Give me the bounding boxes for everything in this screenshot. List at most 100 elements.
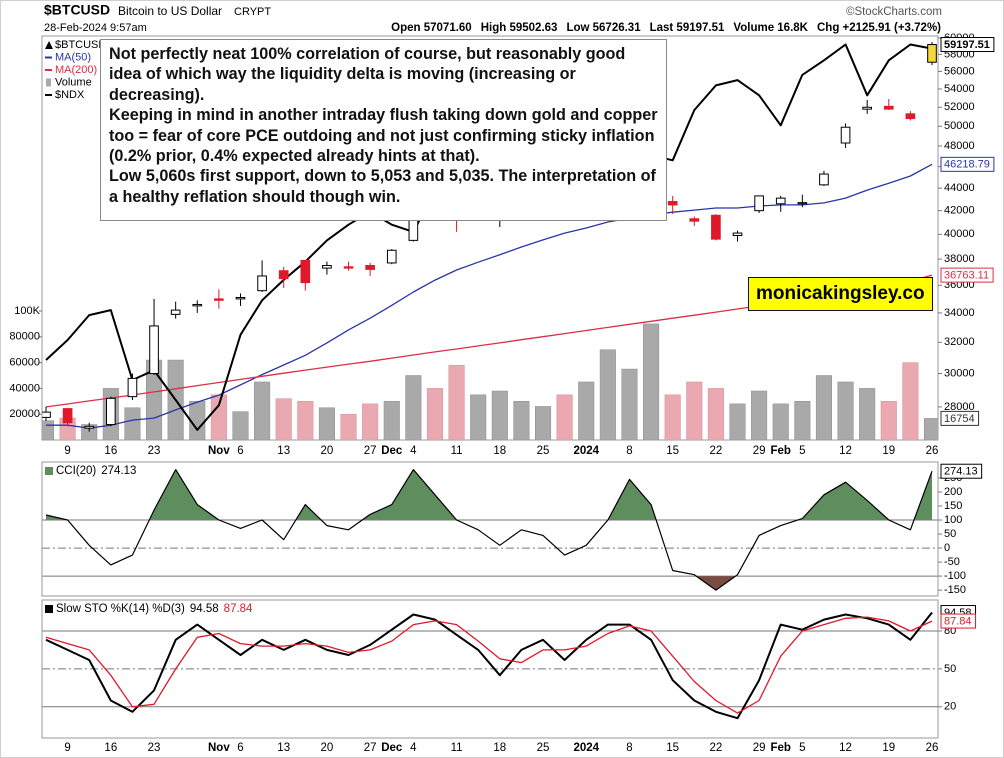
candle-body bbox=[754, 195, 764, 212]
volume-bar bbox=[210, 394, 227, 440]
volume-bar bbox=[794, 401, 811, 440]
candle-body bbox=[106, 397, 116, 426]
volume-bar bbox=[405, 375, 422, 440]
quote-stat: Open 57071.60 bbox=[391, 22, 472, 34]
panel-title: CCI(20) 274.13 bbox=[56, 465, 136, 477]
x-tick-label: 6 bbox=[237, 445, 243, 457]
volume-bar bbox=[426, 388, 444, 440]
y-tick-label: 40000 bbox=[944, 228, 975, 240]
x-tick-label: 11 bbox=[451, 445, 463, 457]
x-tick-label: 13 bbox=[277, 742, 290, 754]
y-tick-label: 56000 bbox=[944, 65, 975, 77]
panel-title-text: CCI(20) bbox=[56, 465, 96, 477]
x-tick-label: 20 bbox=[321, 445, 334, 457]
volume-bar bbox=[124, 407, 141, 440]
plot bbox=[45, 611, 933, 720]
y-tick-label: 28000 bbox=[944, 401, 975, 413]
panel-last-value: 274.13 bbox=[101, 465, 136, 477]
candle-body bbox=[322, 265, 332, 269]
x-tick-label: Nov bbox=[208, 742, 230, 754]
volume-bar bbox=[707, 388, 724, 440]
x-tick-label: 6 bbox=[237, 742, 243, 754]
y-tick-label: 42000 bbox=[944, 205, 975, 217]
x-tick-label: 16 bbox=[104, 445, 117, 457]
value-box-label: 36763.11 bbox=[944, 270, 989, 282]
candle-body bbox=[927, 44, 937, 63]
volume-bar bbox=[275, 398, 292, 440]
legend-swatch bbox=[46, 78, 51, 87]
candle-body bbox=[862, 106, 872, 110]
volume-bar bbox=[513, 401, 530, 440]
source: ©StockCharts.com bbox=[846, 6, 942, 18]
plot bbox=[45, 469, 933, 591]
candle-body bbox=[170, 309, 181, 315]
x-tick-label: 16 bbox=[104, 742, 117, 754]
candle-body bbox=[300, 259, 311, 284]
volume-bar bbox=[923, 418, 938, 440]
x-tick-label: 20 bbox=[321, 742, 334, 754]
x-tick-label: 4 bbox=[410, 742, 417, 754]
volume-bar bbox=[297, 401, 314, 440]
x-tick-label: 11 bbox=[451, 742, 463, 754]
x-tick-label: 12 bbox=[839, 445, 852, 457]
y-tick-label: 50 bbox=[944, 528, 956, 540]
x-tick-label: Feb bbox=[771, 445, 791, 457]
value-box bbox=[940, 267, 994, 283]
x-tick-label: 8 bbox=[626, 445, 632, 457]
x-tick-label: 22 bbox=[710, 445, 723, 457]
volume-bar bbox=[772, 403, 789, 440]
candle-body bbox=[257, 275, 267, 292]
candle-body bbox=[883, 105, 894, 110]
series-line bbox=[45, 469, 933, 591]
value-box bbox=[940, 463, 983, 479]
candle-body bbox=[343, 266, 354, 269]
x-tick-label: 27 bbox=[364, 742, 377, 754]
x-tick-label: 5 bbox=[799, 742, 805, 754]
y2-tick-label: 40000 bbox=[9, 382, 40, 394]
volume-bar bbox=[556, 394, 573, 440]
y-tick-label: 54000 bbox=[944, 83, 975, 95]
symbol: $BTCUSD bbox=[44, 2, 110, 18]
legend-label: MA(200) bbox=[55, 64, 97, 76]
panel-frame bbox=[41, 599, 939, 739]
panel-last-value: 87.84 bbox=[224, 603, 253, 615]
y-tick-label: 44000 bbox=[944, 182, 975, 194]
candle-body bbox=[278, 270, 289, 280]
panel-frame bbox=[41, 461, 939, 597]
annotation-text: Not perfectly neat 100% correlation of c… bbox=[109, 45, 626, 104]
quote-stat: High 59502.63 bbox=[481, 22, 558, 34]
x-tick-label: 18 bbox=[493, 742, 506, 754]
legend-label: Volume bbox=[55, 76, 92, 88]
y2-tick-label: 100K bbox=[14, 305, 40, 317]
candle-body bbox=[840, 126, 851, 144]
x-tick-label: 27 bbox=[364, 445, 377, 457]
volume-bar bbox=[643, 323, 660, 440]
candle-body bbox=[149, 325, 159, 375]
y-tick-label: 52000 bbox=[944, 101, 975, 113]
y-tick-label: 50000 bbox=[944, 120, 975, 132]
volume-bar bbox=[318, 407, 335, 440]
panel-frame bbox=[41, 35, 939, 441]
y-tick-label: 20 bbox=[944, 701, 956, 713]
x-tick-label: 2024 bbox=[573, 445, 599, 457]
y-tick-label: 200 bbox=[944, 486, 962, 498]
panel-title-text: Slow STO %K(14) %D(3) bbox=[56, 603, 185, 615]
annotation-text: Keeping in mind in another intraday flus… bbox=[109, 106, 658, 166]
y-tick-label: 30000 bbox=[944, 367, 975, 379]
exchange: CRYPT bbox=[234, 6, 271, 18]
x-tick-label: Dec bbox=[381, 445, 403, 457]
legend-label: $BTCUSD bbox=[55, 39, 106, 51]
legend-swatch bbox=[45, 41, 53, 49]
volume-bar bbox=[837, 381, 854, 440]
candle-body bbox=[235, 297, 246, 300]
x-tick-label: 4 bbox=[410, 445, 417, 457]
value-box-label: 87.84 bbox=[944, 615, 972, 627]
volume-bar bbox=[621, 368, 638, 440]
x-tick-label: 19 bbox=[882, 742, 895, 754]
x-tick-label: 5 bbox=[799, 445, 805, 457]
x-tick-label: 15 bbox=[666, 445, 679, 457]
volume-bar bbox=[340, 413, 357, 440]
y-tick-label: 150 bbox=[944, 500, 962, 512]
value-box bbox=[940, 410, 980, 426]
volume-bar bbox=[686, 381, 703, 440]
